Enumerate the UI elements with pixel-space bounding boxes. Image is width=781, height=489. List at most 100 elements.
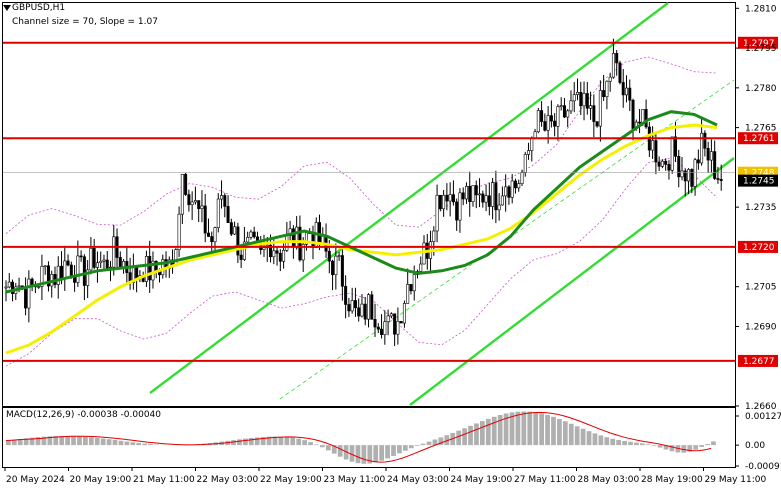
macd-bar	[41, 436, 47, 446]
macd-bar	[551, 416, 556, 446]
macd-bar	[687, 445, 693, 452]
candle	[543, 113, 547, 132]
candle	[246, 231, 250, 244]
macd-bar	[266, 436, 272, 446]
candle	[491, 177, 495, 220]
macd-bar	[142, 443, 148, 446]
macd-bar	[639, 443, 645, 446]
candle	[373, 303, 377, 337]
macd-bar	[663, 445, 669, 450]
candle	[438, 194, 442, 211]
macd-bar	[290, 437, 296, 446]
candle	[99, 251, 103, 269]
time-label: 22 May 19:00	[260, 475, 322, 485]
candle	[487, 182, 491, 216]
macd-scale-label: 0.00	[745, 441, 765, 451]
candle	[536, 107, 540, 134]
candle	[602, 74, 606, 101]
macd-bar	[100, 438, 106, 446]
candle	[223, 193, 227, 218]
macd-bar	[71, 436, 76, 446]
macd-bar	[574, 426, 580, 446]
macd-bar	[515, 411, 521, 446]
candle	[278, 249, 282, 272]
macd-bar	[325, 445, 331, 451]
candle	[680, 157, 684, 181]
macd-bar	[373, 445, 379, 463]
macd-bar	[397, 445, 402, 454]
price-scale-label: 1.2765	[745, 124, 777, 134]
macd-bar	[645, 444, 651, 446]
candle	[193, 186, 197, 205]
macd-bar	[616, 439, 622, 446]
candle	[592, 94, 596, 138]
candle	[553, 113, 557, 137]
candle	[589, 91, 593, 120]
candle	[576, 78, 580, 101]
chart-dropdown-icon[interactable]	[3, 5, 11, 11]
candle	[461, 187, 465, 206]
candle	[76, 240, 80, 287]
macd-bar	[361, 445, 367, 464]
macd-bar	[23, 438, 29, 446]
time-label: 29 May 11:00	[705, 475, 767, 485]
macd-signal-line	[5, 411, 712, 463]
macd-bar	[462, 428, 467, 446]
time-label: 23 May 11:00	[324, 475, 386, 485]
macd-bar	[35, 437, 41, 446]
time-label: 22 May 03:00	[197, 475, 259, 485]
candle	[562, 97, 566, 119]
macd-bar	[260, 436, 266, 446]
candle	[660, 159, 664, 169]
macd-bar	[420, 443, 426, 446]
candle	[112, 224, 116, 276]
candle	[177, 206, 181, 257]
candle	[210, 231, 214, 252]
macd-bar	[320, 445, 325, 448]
candle	[474, 180, 478, 209]
macd-bar	[367, 445, 373, 464]
candle	[598, 80, 602, 142]
candle	[180, 173, 184, 225]
macd-bar	[497, 414, 503, 446]
candle	[696, 149, 700, 170]
candle	[520, 169, 524, 187]
macd-bar	[83, 436, 88, 446]
channel-upper-line	[149, 2, 669, 394]
candle	[95, 251, 99, 283]
macd-bar	[302, 440, 307, 446]
candle	[507, 185, 511, 205]
candle	[458, 188, 462, 233]
macd-bar	[237, 439, 242, 446]
macd-bar	[634, 442, 639, 446]
candle	[703, 130, 707, 157]
macd-bar	[503, 413, 509, 446]
candle	[435, 184, 439, 243]
macd-bar	[693, 445, 699, 450]
candle	[216, 193, 220, 233]
candle	[350, 287, 354, 314]
time-label: 28 May 19:00	[641, 475, 703, 485]
macd-bar	[468, 425, 473, 446]
candle	[187, 189, 191, 212]
macd-bar	[343, 445, 349, 460]
candle	[249, 229, 253, 240]
candle	[664, 158, 668, 171]
candle	[334, 243, 338, 290]
macd-bar	[438, 437, 444, 446]
macd-bar	[379, 445, 385, 461]
macd-bar	[11, 439, 17, 446]
macd-bar	[88, 437, 94, 446]
macd-bar	[248, 437, 254, 446]
candle	[481, 190, 485, 208]
macd-bar	[231, 440, 236, 446]
macd-bar	[527, 411, 533, 446]
macd-bar	[254, 437, 260, 446]
candle	[478, 178, 482, 208]
candle	[670, 136, 674, 174]
level-tag	[738, 132, 778, 145]
candle	[471, 185, 475, 207]
candle	[184, 172, 188, 196]
